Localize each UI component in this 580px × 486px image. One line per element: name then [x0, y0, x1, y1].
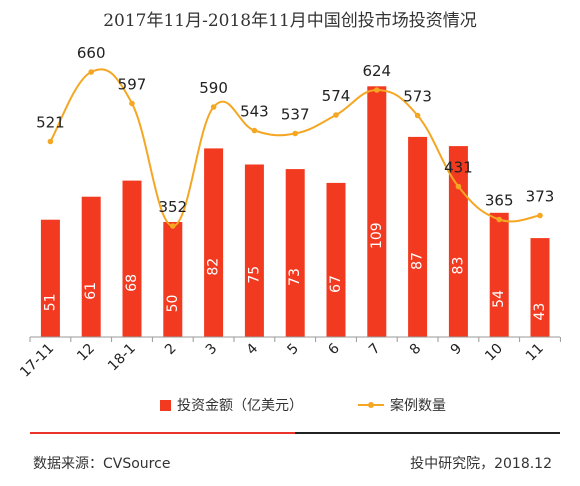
- x-tick-label: 3: [203, 341, 221, 359]
- bar-value-label: 61: [83, 282, 99, 300]
- bar-value-label: 73: [287, 268, 303, 286]
- line-value-label: 365: [485, 192, 514, 210]
- x-axis-ticks: [29, 337, 561, 342]
- line-point-10: [496, 216, 503, 223]
- x-tick-label: 18-1: [105, 341, 139, 375]
- bar-value-label: 82: [206, 258, 222, 276]
- line-point-2: [170, 223, 176, 229]
- bar-8: [408, 136, 428, 337]
- bar-value-label: 87: [410, 252, 426, 270]
- line-value-label: 521: [36, 114, 65, 132]
- legend-bar-swatch: [160, 399, 171, 411]
- line-value-label: 624: [362, 62, 391, 80]
- bar-10: [489, 212, 509, 337]
- bar-6: [326, 182, 346, 337]
- x-tick-label: 6: [325, 340, 343, 358]
- line-value-labels: 521 660 597 352 590 543 537 574 624 573 431 365 373: [36, 44, 554, 216]
- bar-value-label: 54: [491, 290, 507, 308]
- bar-2: [163, 222, 183, 337]
- line-value-label: 574: [322, 87, 351, 105]
- bar-value-label: 83: [450, 257, 466, 275]
- line-point-18-1: [129, 100, 135, 107]
- x-tick-label: 10: [482, 341, 506, 365]
- chart-title: 2017年11月-2018年11月中国创投市场投资情况: [103, 11, 477, 31]
- line-point-3: [210, 104, 217, 110]
- x-tick-label: 5: [284, 341, 302, 359]
- x-tick-label: 7: [366, 341, 384, 359]
- legend-line-swatch: [358, 399, 384, 411]
- line-point-9: [455, 183, 462, 190]
- line-value-label: 352: [158, 198, 187, 216]
- footer-divider: [30, 432, 560, 434]
- line-series-points: [47, 69, 543, 229]
- line-point-4: [251, 127, 258, 134]
- bar-series: [40, 86, 550, 337]
- line-value-label: 537: [281, 106, 310, 124]
- bar-5: [285, 169, 305, 337]
- bar-4: [244, 164, 264, 337]
- legend-item-bar: 投资金额（亿美元）: [160, 395, 303, 415]
- bar-value-label: 50: [165, 295, 181, 313]
- line-point-11: [537, 212, 543, 219]
- line-value-label: 431: [444, 159, 473, 177]
- x-tick-label: 9: [448, 341, 466, 359]
- line-point-7: [374, 87, 380, 93]
- legend: 投资金额（亿美元） 案例数量: [0, 395, 580, 419]
- x-tick-label: 2: [162, 341, 180, 359]
- x-tick-label: 17-11: [17, 341, 57, 381]
- line-value-label: 660: [77, 44, 106, 62]
- line-point-8: [414, 112, 421, 119]
- bar-7: [367, 86, 387, 337]
- bar-value-label: 68: [124, 274, 140, 292]
- line-value-label: 543: [240, 103, 269, 121]
- legend-bar-label: 投资金额（亿美元）: [177, 398, 303, 414]
- publisher-credit: 投中研究院，2018.12: [410, 456, 552, 472]
- line-value-label: 573: [403, 88, 432, 106]
- bar-11: [530, 238, 550, 337]
- line-value-label: 597: [118, 76, 147, 94]
- x-tick-label: 12: [74, 341, 98, 365]
- x-tick-label: 4: [244, 340, 262, 358]
- x-tick-label: 11: [523, 341, 547, 365]
- bar-3: [204, 148, 224, 337]
- legend-line-label: 案例数量: [390, 398, 446, 414]
- bar-value-label: 109: [369, 222, 385, 249]
- bar-value-labels: 51 61 68 50 82 75 73 67 109 87 83 54 43: [42, 222, 548, 320]
- line-value-label: 590: [199, 79, 228, 97]
- bar-value-label: 43: [532, 303, 548, 321]
- line-point-17-11: [47, 138, 54, 145]
- line-point-12: [88, 69, 94, 75]
- bar-value-label: 75: [246, 266, 262, 284]
- legend-item-line: 案例数量: [358, 395, 446, 415]
- bar-value-label: 67: [328, 275, 344, 293]
- x-axis-tick-labels: 17-11 12 18-1 2 3 4 5 6 7 8 9 10 11: [17, 340, 547, 380]
- line-point-5: [292, 130, 299, 137]
- bar-value-label: 51: [42, 293, 58, 311]
- bar-18-1: [122, 180, 142, 337]
- line-value-label: 373: [526, 188, 555, 206]
- line-point-6: [333, 112, 339, 118]
- x-tick-label: 8: [407, 341, 425, 359]
- bar-17-11: [40, 219, 60, 337]
- bar-12: [81, 196, 101, 337]
- data-source: 数据来源：CVSource: [33, 456, 171, 472]
